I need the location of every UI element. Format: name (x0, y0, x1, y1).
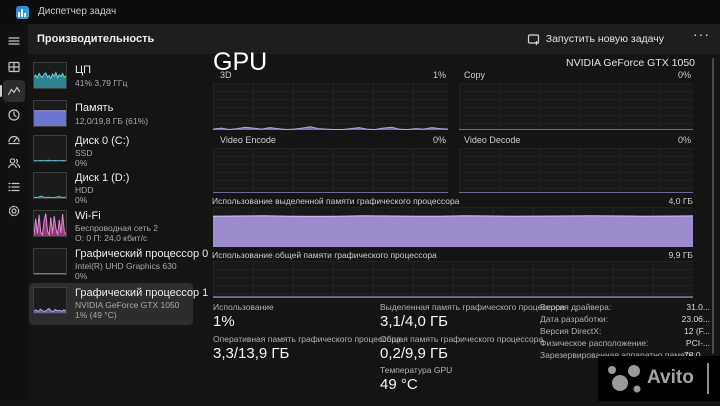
chart-3d-label: 3D (220, 70, 232, 80)
chart-video-decode (459, 148, 693, 193)
chart-shared-memory (213, 261, 693, 298)
sidebar-item-title: Память (75, 102, 113, 114)
chart-video-decode-value: 0% (643, 135, 691, 145)
info-label: Версия драйвера: (540, 302, 611, 312)
nav-startup-apps-icon[interactable] (3, 128, 25, 150)
hamburger-menu-icon[interactable] (3, 30, 25, 52)
dedicated-memory-label: Выделенная память графического процессор… (380, 302, 565, 312)
sidebar-item-title: ЦП (75, 64, 91, 76)
info-value: 23.06... (682, 314, 710, 324)
sidebar-item-detail: 1% (49 °C) (75, 310, 117, 320)
shared-memory-chart-label: Использование общей памяти графического … (212, 250, 437, 260)
nav-strip (0, 24, 28, 401)
vertical-scrollbar[interactable] (712, 58, 714, 354)
info-row-directx-version: Версия DirectX: 12 (F... (540, 326, 712, 338)
sidebar-item-wifi[interactable]: Wi-Fi Беспроводная сеть 2 О: 0 П: 24,0 к… (29, 206, 193, 244)
chart-copy (459, 83, 693, 130)
gpu-temperature-value: 49 °C (380, 376, 418, 393)
sidebar-item-detail: HDD (75, 185, 93, 195)
info-row-physical-location: Физическое расположение: PCI-... (540, 338, 712, 350)
chart-video-encode-label: Video Encode (220, 135, 276, 145)
sidebar-item-disk1[interactable]: Диск 1 (D:) HDD 0% (29, 168, 193, 206)
chart-video-encode (213, 148, 448, 193)
usage-label: Использование (213, 302, 274, 312)
chart-copy-label: Copy (464, 70, 485, 80)
sidebar-item-cpu[interactable]: ЦП 41% 3,79 ГГц (29, 58, 193, 96)
nav-app-history-icon[interactable] (3, 104, 25, 126)
shared-memory-value: 0,2/9,9 ГБ (380, 345, 448, 362)
dedicated-memory-value: 3,1/4,0 ГБ (380, 313, 448, 330)
sidebar-item-detail: Беспроводная сеть 2 (75, 223, 158, 233)
task-manager-app-icon (16, 6, 29, 19)
dedicated-memory-scale: 4,0 ГБ (613, 196, 693, 206)
run-new-task-button[interactable]: Запустить новую задачу (519, 28, 672, 50)
new-task-icon (527, 33, 540, 46)
sidebar-item-title: Wi-Fi (75, 210, 101, 222)
memory-mini-graph (33, 100, 67, 127)
avito-logo-icon (598, 356, 646, 401)
gpu1-mini-graph (33, 287, 67, 314)
shared-memory-label: Общая память графического процессора (380, 334, 543, 344)
info-value: 12 (F... (684, 326, 710, 336)
sidebar-item-title: Диск 1 (D:) (75, 172, 129, 184)
gpu-ram-label: Оперативная память графического процессо… (213, 334, 401, 344)
run-new-task-label: Запустить новую задачу (546, 33, 664, 45)
shared-memory-scale: 9,9 ГБ (613, 250, 693, 260)
gpu-device-name: NVIDIA GeForce GTX 1050 (566, 57, 695, 69)
chart-video-encode-value: 0% (398, 135, 446, 145)
sidebar-item-gpu1-selected[interactable]: Графический процессор 1 NVIDIA GeForce G… (29, 283, 193, 325)
nav-users-icon[interactable] (3, 152, 25, 174)
gpu-ram-value: 3,3/13,9 ГБ (213, 345, 289, 362)
info-row-driver-date: Дата разработки: 23.06... (540, 314, 712, 326)
window-title: Диспетчер задач (38, 6, 116, 17)
avito-watermark: Avito (598, 356, 720, 401)
nav-performance-icon[interactable] (3, 80, 25, 102)
sidebar-item-detail: 12,0/19,8 ГБ (61%) (75, 116, 148, 126)
info-value: 31.0... (686, 302, 710, 312)
dedicated-memory-chart-label: Использование выделенной памяти графичес… (212, 196, 459, 206)
chart-3d (213, 83, 448, 130)
sidebar-item-detail: SSD (75, 148, 92, 158)
info-label: Версия DirectX: (540, 326, 601, 336)
sidebar-item-disk0[interactable]: Диск 0 (C:) SSD 0% (29, 131, 193, 169)
more-options-button[interactable]: ··· (693, 26, 710, 42)
chart-video-decode-label: Video Decode (464, 135, 520, 145)
sidebar-item-memory[interactable]: Память 12,0/19,8 ГБ (61%) (29, 96, 193, 134)
sidebar-item-detail: 0% (75, 158, 87, 168)
info-value: PCI-... (686, 338, 710, 348)
sidebar-item-detail: Intel(R) UHD Graphics 630 (75, 261, 177, 271)
info-row-driver-version: Версия драйвера: 31.0... (540, 302, 712, 314)
nav-services-icon[interactable] (3, 200, 25, 222)
avito-watermark-text: Avito (647, 367, 694, 389)
sidebar-item-detail: 0% (75, 195, 87, 205)
sidebar-item-detail: О: 0 П: 24,0 кбит/с (75, 233, 147, 243)
sidebar-item-title: Графический процессор 0 (75, 248, 208, 260)
sidebar-item-detail: NVIDIA GeForce GTX 1050 (75, 300, 179, 310)
watermark-divider (707, 363, 709, 394)
disk0-mini-graph (33, 135, 67, 162)
chart-copy-value: 0% (643, 70, 691, 80)
cpu-mini-graph (33, 62, 67, 89)
sidebar-item-title: Графический процессор 1 (75, 287, 208, 299)
usage-value: 1% (213, 313, 235, 330)
gpu0-mini-graph (33, 248, 67, 275)
sidebar-item-gpu0[interactable]: Графический процессор 0 Intel(R) UHD Gra… (29, 244, 193, 282)
sidebar-item-detail: 0% (75, 271, 87, 281)
chart-dedicated-memory (213, 207, 693, 247)
info-label: Дата разработки: (540, 314, 608, 324)
gpu-temperature-label: Температура GPU (380, 365, 452, 375)
sidebar-item-title: Диск 0 (C:) (75, 135, 129, 147)
info-label: Физическое расположение: (540, 338, 648, 348)
disk1-mini-graph (33, 172, 67, 199)
page-title: Производительность (37, 33, 154, 45)
wifi-mini-graph (33, 210, 67, 237)
sidebar-item-detail: 41% 3,79 ГГц (75, 78, 127, 88)
chart-3d-value: 1% (398, 70, 446, 80)
nav-processes-icon[interactable] (3, 56, 25, 78)
page-header: Производительность Запустить новую задач… (28, 24, 720, 54)
nav-details-icon[interactable] (3, 176, 25, 198)
title-bar: Диспетчер задач (0, 0, 720, 24)
